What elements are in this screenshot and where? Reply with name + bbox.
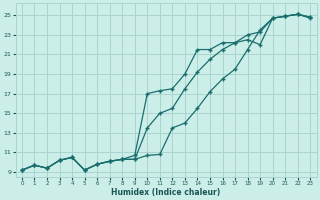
X-axis label: Humidex (Indice chaleur): Humidex (Indice chaleur) [111, 188, 221, 197]
